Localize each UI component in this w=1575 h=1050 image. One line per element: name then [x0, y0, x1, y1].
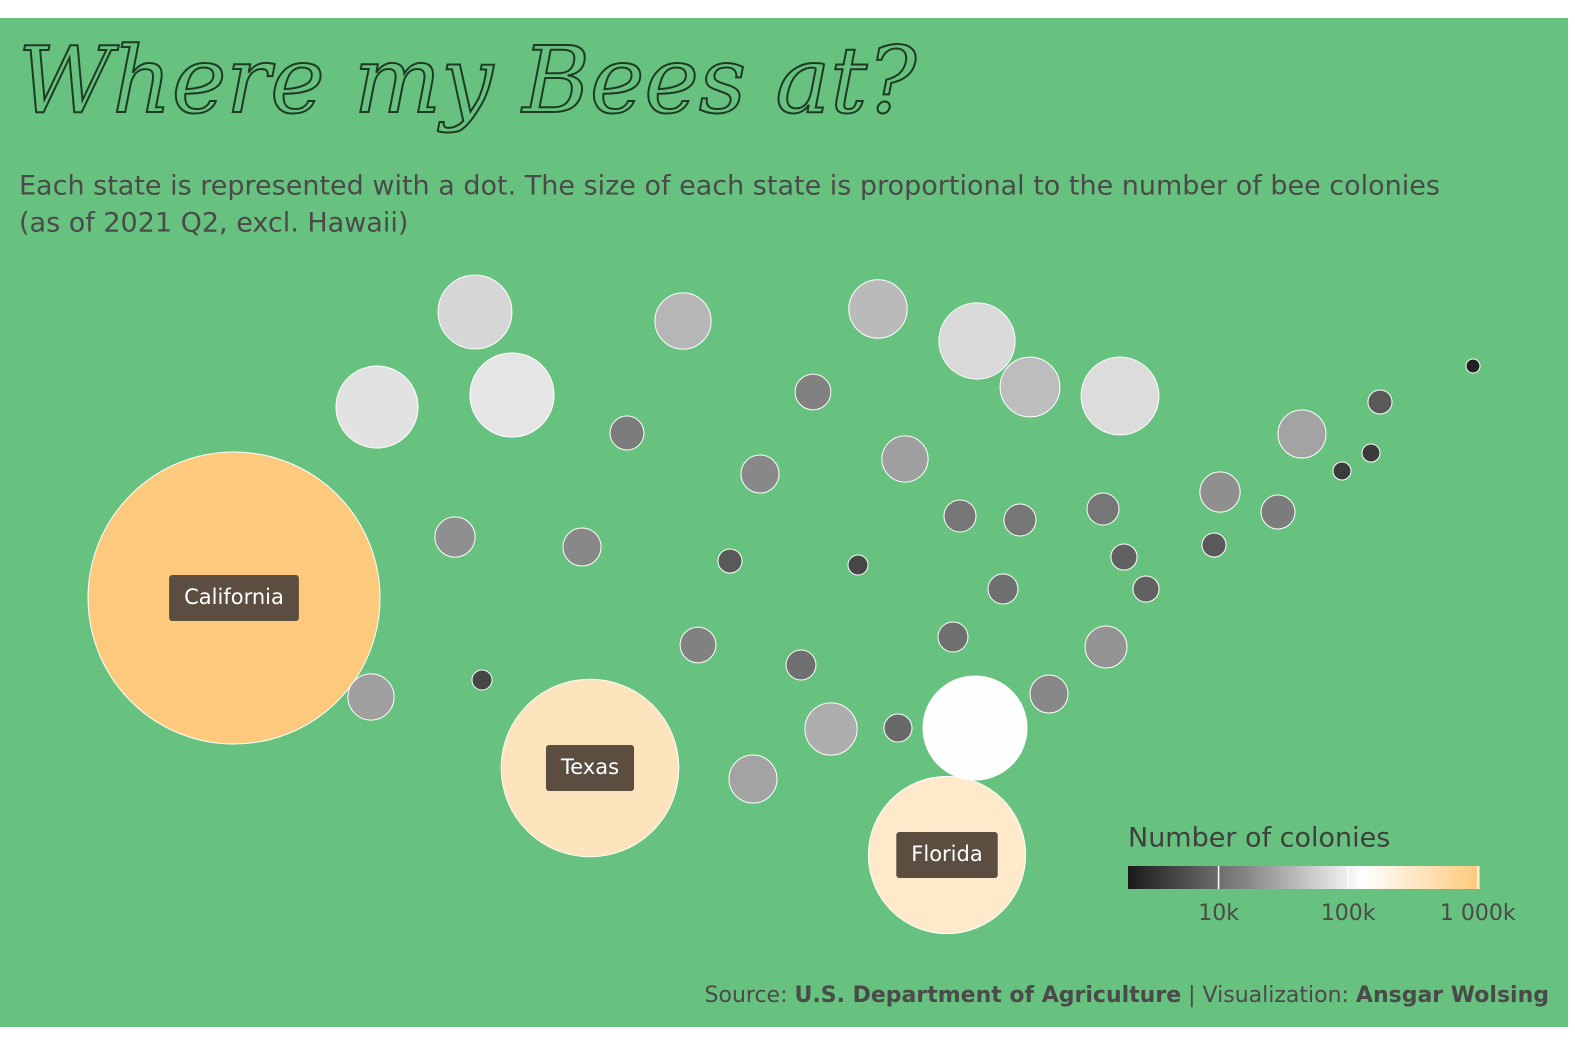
colorbar-tick-label: 100k	[1321, 901, 1376, 926]
state-label: Florida	[911, 842, 982, 866]
bubble	[1277, 409, 1327, 459]
bubble	[848, 279, 908, 339]
bubble	[1086, 492, 1120, 526]
bubble	[679, 626, 717, 664]
bubble	[943, 499, 977, 533]
bubble	[1080, 356, 1160, 436]
source: U.S. Department of Agriculture	[795, 983, 1182, 1008]
bubble	[654, 292, 712, 350]
bubble	[609, 415, 645, 451]
bubble	[437, 274, 513, 350]
bubble	[881, 435, 929, 483]
bubble	[434, 516, 476, 558]
credit-label: Visualization:	[1203, 983, 1349, 1008]
bubble	[1367, 389, 1393, 415]
bubble	[804, 702, 858, 756]
bubble	[335, 365, 419, 449]
bubble	[938, 302, 1016, 380]
state-label-box	[896, 832, 998, 878]
bubble	[1260, 494, 1296, 530]
colorbar-tick-label: 10k	[1198, 901, 1239, 926]
credit: Ansgar Wolsing	[1356, 983, 1549, 1008]
colorbar	[1128, 866, 1480, 889]
bubble	[717, 548, 743, 574]
bubble	[1361, 443, 1381, 463]
bubble	[740, 454, 780, 494]
subtitle: (as of 2021 Q2, excl. Hawaii)	[19, 208, 408, 239]
colorbar-tick-label: 1 000k	[1440, 901, 1516, 926]
bubble	[469, 352, 555, 438]
bubble	[1199, 471, 1241, 513]
bubble	[1029, 674, 1069, 714]
bubble	[728, 754, 778, 804]
bubble	[847, 554, 869, 576]
bubble	[922, 675, 1028, 781]
bubble	[785, 649, 817, 681]
bubble	[347, 673, 395, 721]
bubble	[1132, 575, 1160, 603]
bubble	[999, 356, 1061, 418]
bubble	[1465, 358, 1481, 374]
bubble	[1003, 503, 1037, 537]
legend-title: Number of colonies	[1128, 823, 1390, 854]
bubble	[1084, 625, 1128, 669]
source-label: Source:	[705, 983, 788, 1008]
state-label-box	[545, 745, 635, 791]
bubble	[1110, 543, 1138, 571]
subtitle: Each state is represented with a dot. Th…	[19, 171, 1440, 202]
state-label: Texas	[560, 755, 619, 779]
chart-title: Where my Bees at?	[18, 27, 917, 134]
bubble	[794, 373, 832, 411]
bubble	[1201, 532, 1227, 558]
bubble	[987, 573, 1019, 605]
state-label-box	[169, 575, 299, 621]
bubble	[1332, 461, 1352, 481]
bubble	[471, 669, 493, 691]
bubble	[562, 527, 602, 567]
bubble	[883, 713, 913, 743]
state-label: California	[184, 585, 284, 609]
bubble	[937, 621, 969, 653]
source-line: Source: U.S. Department of Agriculture |…	[705, 983, 1549, 1008]
separator: |	[1188, 983, 1195, 1008]
